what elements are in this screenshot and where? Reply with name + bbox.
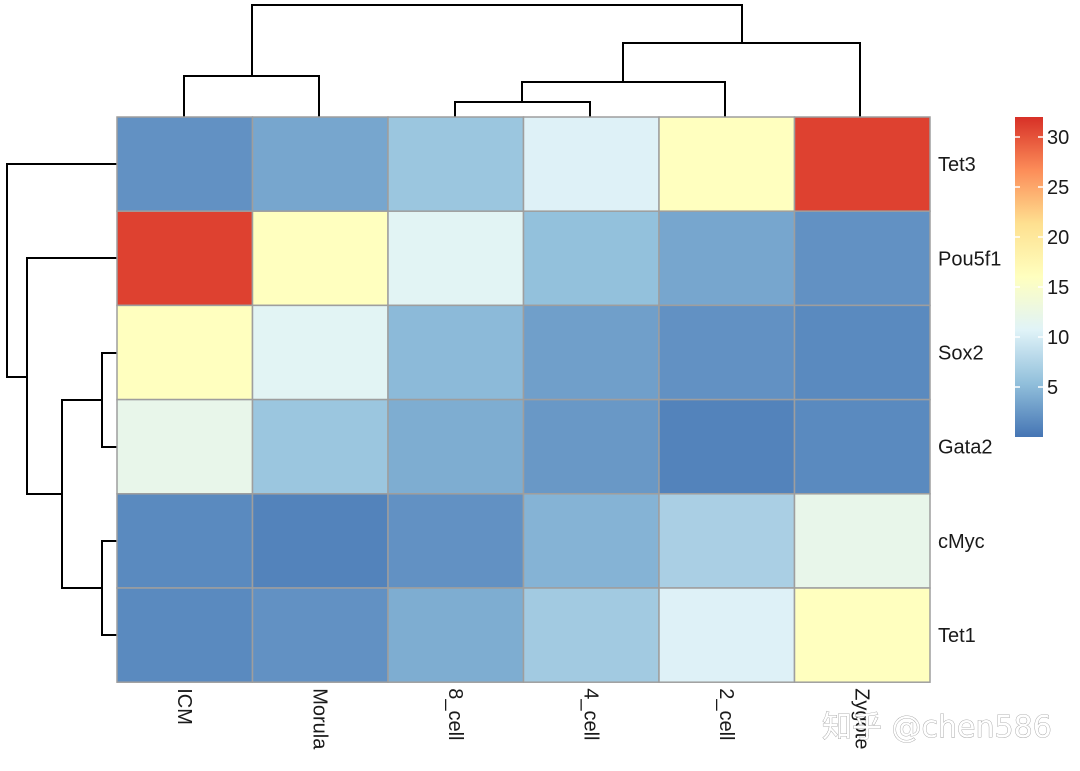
heatmap-cell-Gata2-Morula (251, 398, 389, 495)
column-label-ICM: ICM (173, 688, 195, 725)
column-labels: ICM Morula 8_cell 4_cell 2_cell Zygote (173, 688, 873, 750)
heatmap-cell-Gata2-ICM (116, 398, 254, 495)
legend-tick-label-30: 30 (1047, 127, 1069, 149)
row-label-Pou5f1: Pou5f1 (938, 248, 1001, 270)
row-label-Sox2: Sox2 (938, 343, 984, 365)
heatmap-cell-Pou5f1-2_cell (658, 210, 796, 307)
heatmap-cell-Sox2-Zygote (793, 304, 931, 401)
legend-ticks: 5 10 15 20 25 30 (1015, 127, 1069, 399)
column-label-4_cell: 4_cell (579, 688, 601, 740)
heatmap-cell-Sox2-2_cell (658, 304, 796, 401)
column-label-Zygote: Zygote (850, 688, 872, 749)
column-label-Morula: Morula (308, 688, 330, 750)
col-dendro-root (251, 4, 743, 76)
heatmap-cell-Pou5f1-4_cell (522, 210, 660, 307)
heatmap-cell-Gata2-2_cell (658, 398, 796, 495)
heatmap-cell-Sox2-Morula (251, 304, 389, 401)
row-dendro-sox2-gata2 (101, 352, 117, 448)
heatmap-cell-Pou5f1-Zygote (793, 210, 931, 307)
row-dendro-root (26, 377, 62, 495)
col-dendro-icm-morula (183, 75, 320, 117)
row-labels: Tet3 Pou5f1 Sox2 Gata2 cMyc Tet1 (938, 154, 1001, 647)
row-dendro-tet3-pou5f1 (6, 163, 117, 378)
heatmap-cell-Tet1-Zygote (793, 587, 931, 683)
legend-tick-label-10: 10 (1047, 327, 1069, 349)
legend-tick-label-20: 20 (1047, 227, 1069, 249)
color-legend: 5 10 15 20 25 30 (1015, 117, 1069, 437)
col-dendro-zygote-join (622, 42, 861, 117)
heatmap-cell-Tet3-Morula (251, 116, 389, 212)
heatmap-cell-Tet1-4_cell (522, 587, 660, 683)
row-label-cMyc: cMyc (938, 531, 985, 553)
legend-tick-label-25: 25 (1047, 177, 1069, 199)
heatmap-cell-Sox2-8_cell (387, 304, 525, 401)
heatmap-cell-cMyc-4_cell (522, 493, 660, 589)
heatmap-cell-Gata2-4_cell (522, 398, 660, 495)
heatmap-cell-Pou5f1-8_cell (387, 210, 525, 307)
col-dendro-early-group (521, 81, 726, 117)
heatmap-cell-Gata2-8_cell (387, 398, 525, 495)
row-label-Gata2: Gata2 (938, 437, 992, 459)
row-label-Tet1: Tet1 (938, 625, 976, 647)
heatmap-cell-cMyc-2_cell (658, 493, 796, 589)
heatmap-cell-Tet3-4_cell (522, 116, 660, 212)
heatmap-cell-Gata2-Zygote (793, 398, 931, 495)
column-label-2_cell: 2_cell (715, 688, 737, 740)
heatmap-cell-Pou5f1-Morula (251, 210, 389, 307)
heatmap-cell-cMyc-ICM (116, 493, 254, 589)
row-dendrogram (6, 163, 117, 636)
heatmap-cell-cMyc-Zygote (793, 493, 931, 589)
row-dendro-cmyc-tet1 (101, 540, 117, 636)
column-dendrogram (183, 4, 861, 117)
heatmap-cell-Sox2-ICM (116, 304, 254, 401)
heatmap-cell-Tet1-Morula (251, 587, 389, 683)
row-label-Tet3: Tet3 (938, 154, 976, 176)
heatmap-cell-Tet1-ICM (116, 587, 254, 683)
heatmap-cell-cMyc-Morula (251, 493, 389, 589)
heatmap-cell-Tet1-2_cell (658, 587, 796, 683)
heatmap-cell-cMyc-8_cell (387, 493, 525, 589)
watermark-text: 知乎 @chen586 (822, 710, 1052, 745)
column-label-8_cell: 8_cell (444, 688, 466, 740)
heatmap-cell-Tet1-8_cell (387, 587, 525, 683)
col-dendro-8cell-4cell (454, 101, 591, 117)
heatmap-cell-Tet3-2_cell (658, 116, 796, 212)
legend-tick-label-15: 15 (1047, 277, 1069, 299)
legend-tick-label-5: 5 (1047, 377, 1058, 399)
heatmap-cell-Pou5f1-ICM (116, 210, 254, 307)
row-dendro-sox2-gata2-join (61, 399, 102, 589)
legend-color-bar (1015, 117, 1043, 437)
heatmap-cell-Sox2-4_cell (522, 304, 660, 401)
heatmap-cell-Tet3-ICM (116, 116, 254, 212)
heatmap-cell-Tet3-8_cell (387, 116, 525, 212)
heatmap-cell-Tet3-Zygote (793, 116, 931, 212)
heatmap-cells (116, 116, 931, 683)
